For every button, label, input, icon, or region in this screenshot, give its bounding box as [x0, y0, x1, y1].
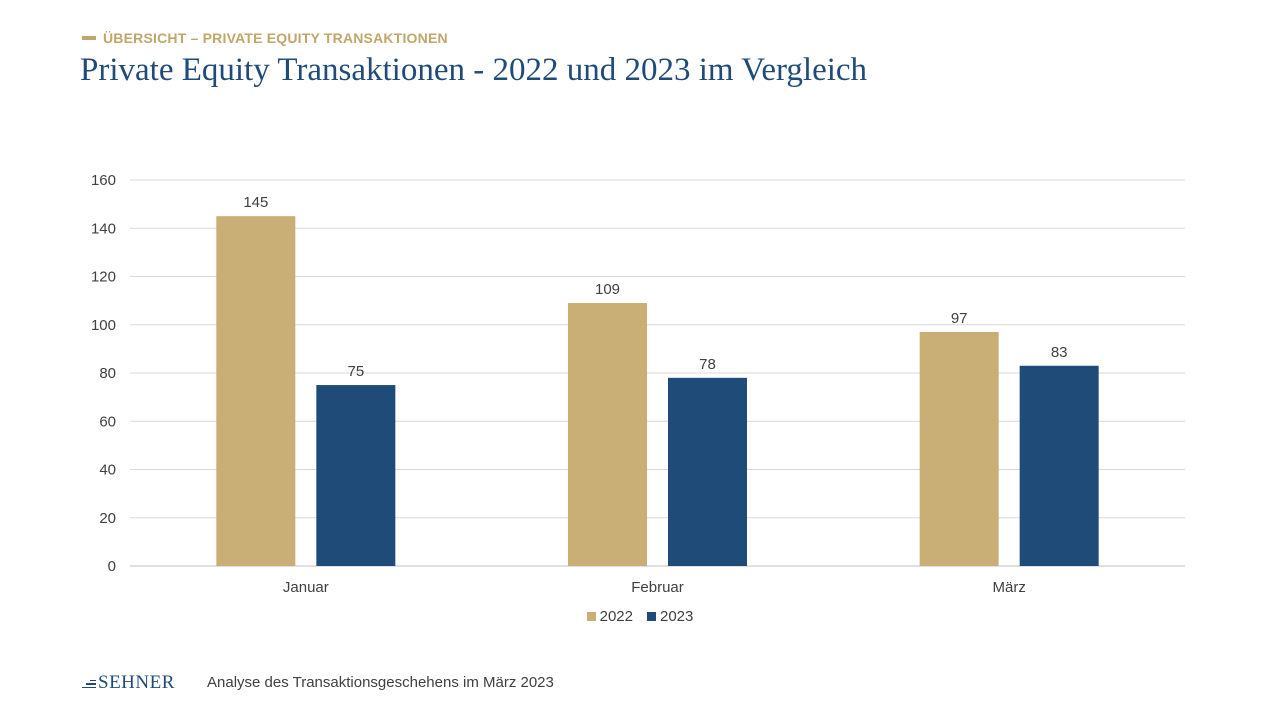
bar-februar-2023 [668, 377, 747, 566]
footer-caption: Analyse des Transaktionsgeschehens im Mä… [207, 674, 554, 691]
bar-februar-2022 [568, 303, 647, 566]
page-title: Private Equity Transaktionen - 2022 und … [80, 52, 868, 88]
y-tick-label-160: 160 [91, 172, 116, 189]
bar-januar-2022 [216, 216, 296, 566]
bar-märz-2023 [1019, 365, 1099, 566]
data-label-februar-2023: 78 [699, 356, 716, 373]
bar-märz-2022 [919, 331, 999, 566]
section-kicker: ÜBERSICHT – PRIVATE EQUITY TRANSAKTIONEN [82, 30, 448, 46]
bar-januar-2023 [316, 385, 396, 566]
x-tick-label-märz: März [992, 579, 1025, 596]
kicker-text: ÜBERSICHT – PRIVATE EQUITY TRANSAKTIONEN [103, 30, 448, 46]
chart-legend: 2022 2023 [0, 608, 1280, 625]
legend-label-2022: 2022 [599, 608, 633, 625]
kicker-bar [82, 36, 96, 40]
data-label-märz-2022: 97 [951, 310, 968, 327]
bar-chart: 0 20 40 60 80 100 120 140 160 145 75 Januar 109 78 Feb… [91, 172, 1185, 596]
y-tick-label-120: 120 [91, 269, 116, 286]
data-label-januar-2022: 145 [243, 194, 268, 211]
y-tick-label-0: 0 [108, 558, 116, 575]
data-label-märz-2023: 83 [1051, 344, 1068, 361]
legend-item-2023: 2023 [647, 608, 693, 625]
y-tick-label-40: 40 [99, 462, 116, 479]
y-tick-label-140: 140 [91, 220, 116, 237]
legend-item-2022: 2022 [586, 608, 633, 625]
logo-text: SEHNER [98, 672, 175, 693]
data-label-januar-2023: 75 [347, 363, 364, 380]
y-tick-label-80: 80 [99, 365, 116, 382]
legend-label-2023: 2023 [660, 608, 694, 625]
y-tick-label-20: 20 [99, 510, 116, 527]
logo-lines-icon [82, 678, 96, 689]
y-tick-label-100: 100 [91, 317, 116, 334]
x-tick-label-januar: Januar [283, 579, 329, 596]
y-tick-label-60: 60 [99, 413, 116, 430]
x-tick-label-februar: Februar [631, 579, 684, 596]
sehner-logo: SEHNER [82, 672, 175, 694]
legend-swatch-2023 [647, 612, 656, 621]
legend-swatch-2022 [586, 612, 596, 621]
data-label-februar-2022: 109 [595, 281, 620, 298]
